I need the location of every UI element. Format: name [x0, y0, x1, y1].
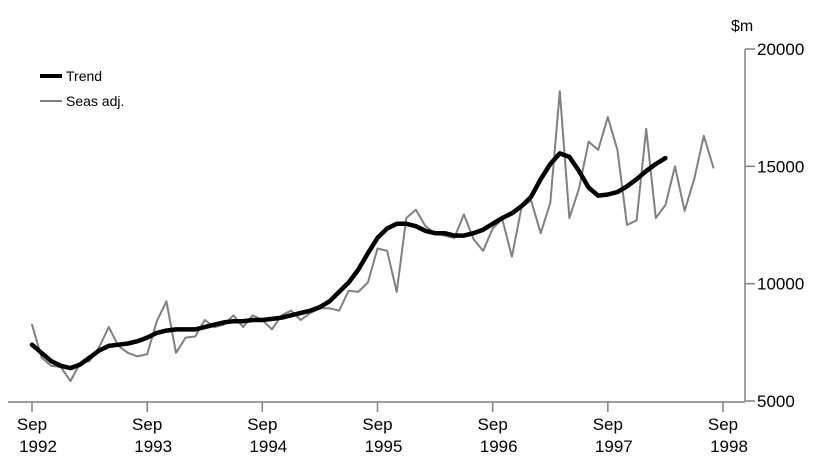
x-tick-year-label: 1996	[480, 437, 518, 456]
y-tick-label: 15000	[757, 157, 804, 176]
series-layer	[29, 90, 715, 383]
y-axis: $m 5000 10000 15000 20000	[731, 18, 804, 411]
x-tick-year-label: 1994	[249, 437, 287, 456]
x-axis: Sep 1992 Sep 1993 Sep 1994 Sep 1995 Sep 1996 Sep 19…	[8, 401, 748, 456]
x-tick-month-label: Sep	[708, 415, 738, 434]
x-tick-month-label: Sep	[362, 415, 392, 434]
legend-seas-adj-label: Seas adj.	[66, 93, 124, 109]
y-axis-unit-label: $m	[731, 18, 753, 35]
y-tick-label: 20000	[757, 40, 804, 59]
x-tick-year-label: 1997	[595, 437, 633, 456]
x-tick-month-label: Sep	[478, 415, 508, 434]
y-tick-label: 5000	[757, 392, 795, 411]
x-tick-month-label: Sep	[593, 415, 623, 434]
x-tick-year-label: 1998	[710, 437, 748, 456]
x-tick-month-label: Sep	[17, 415, 47, 434]
legend-trend-label: Trend	[66, 68, 102, 84]
x-tick-year-label: 1995	[365, 437, 403, 456]
seas-adj-series-line	[31, 90, 715, 383]
trend-series-line	[29, 151, 668, 371]
x-tick-month-label: Sep	[132, 415, 162, 434]
y-axis-ticks: 5000 10000 15000 20000	[745, 40, 804, 411]
y-tick-label: 10000	[757, 275, 804, 294]
x-axis-ticks: Sep 1992 Sep 1993 Sep 1994 Sep 1995 Sep 1996 Sep 19…	[17, 402, 748, 456]
x-tick-year-label: 1993	[134, 437, 172, 456]
x-tick-month-label: Sep	[247, 415, 277, 434]
legend: Trend Seas adj.	[40, 68, 124, 109]
x-tick-year-label: 1992	[19, 437, 57, 456]
